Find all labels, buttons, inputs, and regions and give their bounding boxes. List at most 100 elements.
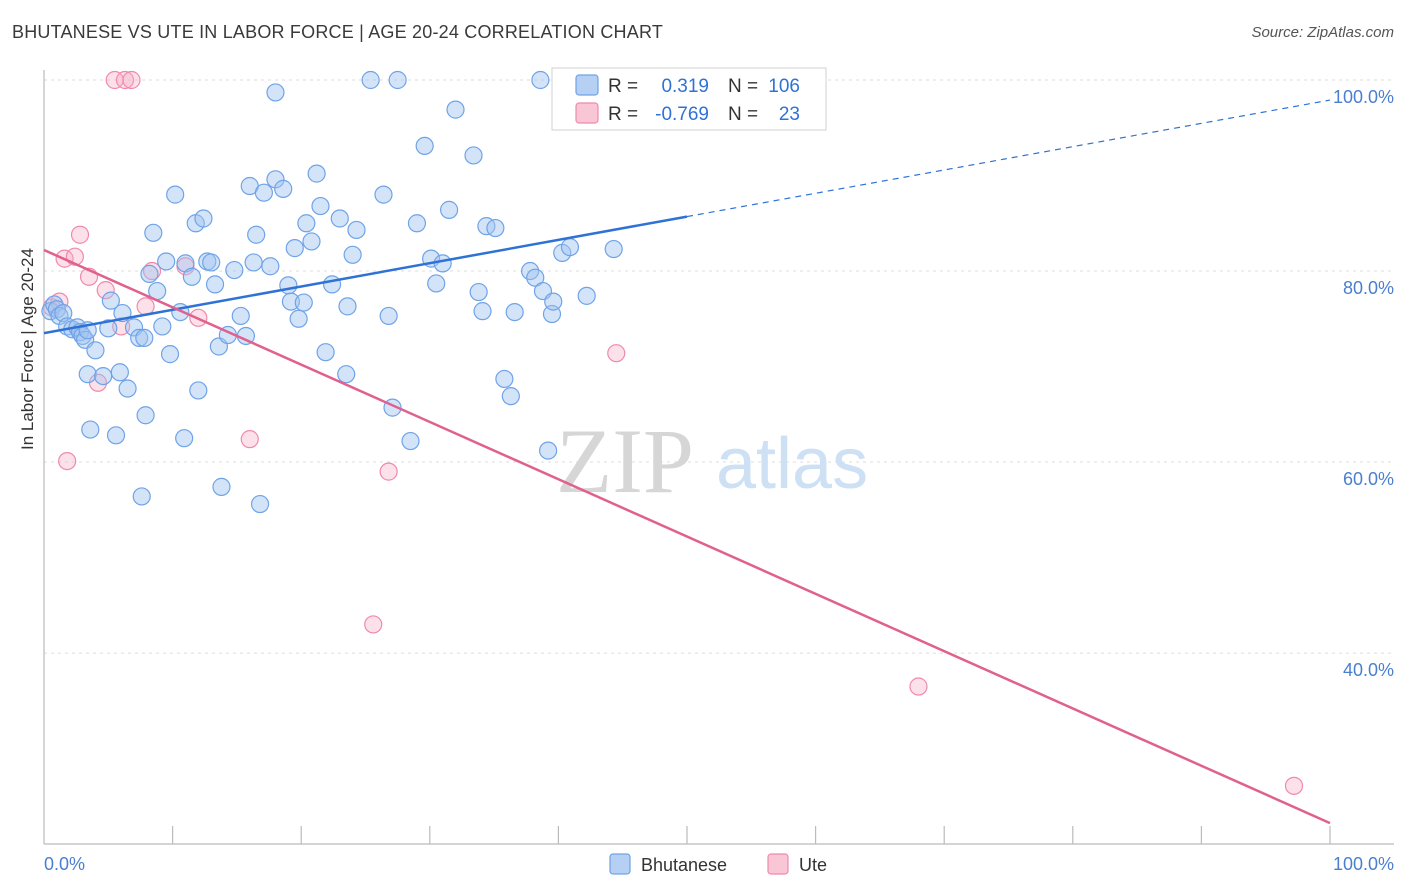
- bhutanese-point-33: [166, 185, 185, 204]
- y-tick-label-100: 100.0%: [1333, 87, 1394, 107]
- ute-swatch: [575, 102, 599, 124]
- bhutanese-point-74: [347, 220, 366, 240]
- bhutanese-point-57: [266, 170, 285, 189]
- bhutanese-point-31: [157, 252, 176, 271]
- bhutanese-point-66: [307, 164, 326, 183]
- bhutanese-swatch: [575, 74, 599, 96]
- bhutanese-point-84: [427, 274, 446, 293]
- bhutanese-point-70: [330, 209, 349, 228]
- y-tick-label-40: 40.0%: [1343, 660, 1394, 680]
- bhutanese-trend-line: [43, 215, 688, 335]
- bhutanese-point-86: [439, 200, 459, 219]
- bottom-legend-bhutanese-label: Bhutanese: [641, 855, 727, 875]
- bhutanese-point-80: [401, 431, 420, 451]
- bhutanese-point-37: [182, 267, 201, 286]
- bhutanese-point-18: [106, 426, 126, 445]
- y-tick-labels: 40.0% 60.0% 80.0% 100.0%: [1333, 87, 1394, 680]
- ute-point-18: [364, 615, 383, 634]
- bhutanese-point-63: [294, 293, 313, 312]
- ute-points: [42, 70, 1304, 795]
- bhutanese-trend-extension: [686, 99, 1331, 218]
- watermark: ZIP atlas: [556, 410, 868, 512]
- bhutanese-point-35: [175, 429, 194, 448]
- x-tick-label-max: 100.0%: [1333, 854, 1394, 874]
- bhutanese-point-42: [202, 253, 221, 272]
- bhutanese-point-59: [279, 276, 298, 295]
- watermark-zip: ZIP: [556, 410, 694, 512]
- bhutanese-point-19: [110, 363, 129, 382]
- y-tick-label-80: 80.0%: [1343, 278, 1394, 298]
- bhutanese-point-65: [302, 232, 321, 251]
- bhutanese-point-53: [250, 494, 270, 514]
- bhutanese-point-76: [374, 185, 393, 204]
- bhutanese-point-24: [132, 487, 151, 506]
- bhutanese-point-64: [297, 214, 316, 233]
- bhutanese-point-81: [407, 214, 427, 233]
- chart-title: BHUTANESE VS UTE IN LABOR FORCE | AGE 20…: [12, 22, 664, 42]
- trend-lines: [43, 99, 1331, 825]
- y-tick-label-60: 60.0%: [1343, 469, 1394, 489]
- ute-trend-line: [43, 248, 1331, 825]
- ute-point-14: [142, 261, 162, 281]
- bhutanese-point-16: [99, 319, 118, 338]
- ute-point-12: [122, 70, 141, 90]
- bhutanese-point-27: [140, 264, 159, 283]
- bottom-legend-bhutanese-swatch: [609, 853, 631, 875]
- legend-n-label-bhutanese: N =: [728, 76, 758, 97]
- ute-point-5: [70, 225, 90, 244]
- bhutanese-point-102: [544, 292, 563, 311]
- ute-point-3: [58, 451, 77, 471]
- bhutanese-point-107: [604, 239, 623, 259]
- bhutanese-point-75: [361, 70, 380, 90]
- bhutanese-point-98: [531, 70, 550, 90]
- bhutanese-point-100: [539, 441, 558, 460]
- bhutanese-point-13: [81, 420, 100, 439]
- bhutanese-point-60: [281, 292, 301, 311]
- bhutanese-point-92: [486, 218, 505, 238]
- bhutanese-points: [41, 70, 623, 514]
- bhutanese-point-12: [78, 365, 97, 384]
- bhutanese-point-51: [244, 253, 263, 272]
- stats-legend: R = 0.319 N = 106 R = -0.769 N = 23: [551, 67, 827, 131]
- bhutanese-point-48: [231, 306, 250, 326]
- bhutanese-point-72: [338, 297, 357, 316]
- bhutanese-point-77: [379, 306, 398, 326]
- bhutanese-point-14: [86, 341, 105, 360]
- ute-point-22: [1284, 776, 1304, 795]
- ute-point-17: [240, 430, 259, 449]
- bottom-legend-ute-label: Ute: [799, 855, 827, 875]
- ute-point-8: [96, 281, 115, 300]
- legend-n-label-ute: N =: [728, 104, 758, 125]
- bhutanese-point-25: [135, 328, 154, 347]
- bottom-legend-ute-swatch: [767, 853, 789, 875]
- bhutanese-point-62: [289, 309, 308, 328]
- bhutanese-point-47: [225, 260, 244, 280]
- ute-point-11: [115, 70, 135, 90]
- bhutanese-point-94: [501, 387, 520, 406]
- bhutanese-point-85: [433, 254, 452, 273]
- bhutanese-point-93: [495, 369, 514, 389]
- ute-point-20: [607, 344, 626, 363]
- bhutanese-point-17: [101, 291, 120, 310]
- bhutanese-point-26: [136, 406, 155, 425]
- axes: [43, 70, 1394, 845]
- ute-point-19: [379, 462, 398, 481]
- bhutanese-point-67: [311, 196, 330, 216]
- bhutanese-point-104: [560, 238, 580, 257]
- bhutanese-point-32: [160, 345, 180, 364]
- bhutanese-point-15: [94, 366, 113, 386]
- legend-r-label-bhutanese: R =: [608, 76, 638, 97]
- bhutanese-point-39: [189, 381, 208, 400]
- ute-point-21: [909, 677, 928, 696]
- bhutanese-point-30: [153, 317, 172, 336]
- bhutanese-point-68: [316, 343, 335, 362]
- source-label: Source: ZipAtlas.com: [1251, 24, 1394, 41]
- legend-r-value-ute: -0.769: [655, 104, 709, 125]
- x-axis-ticks: [172, 826, 1331, 844]
- bhutanese-point-71: [337, 365, 356, 384]
- bhutanese-point-69: [322, 275, 342, 294]
- bhutanese-point-56: [266, 83, 285, 102]
- bhutanese-point-79: [388, 70, 407, 90]
- bhutanese-point-4: [54, 303, 73, 323]
